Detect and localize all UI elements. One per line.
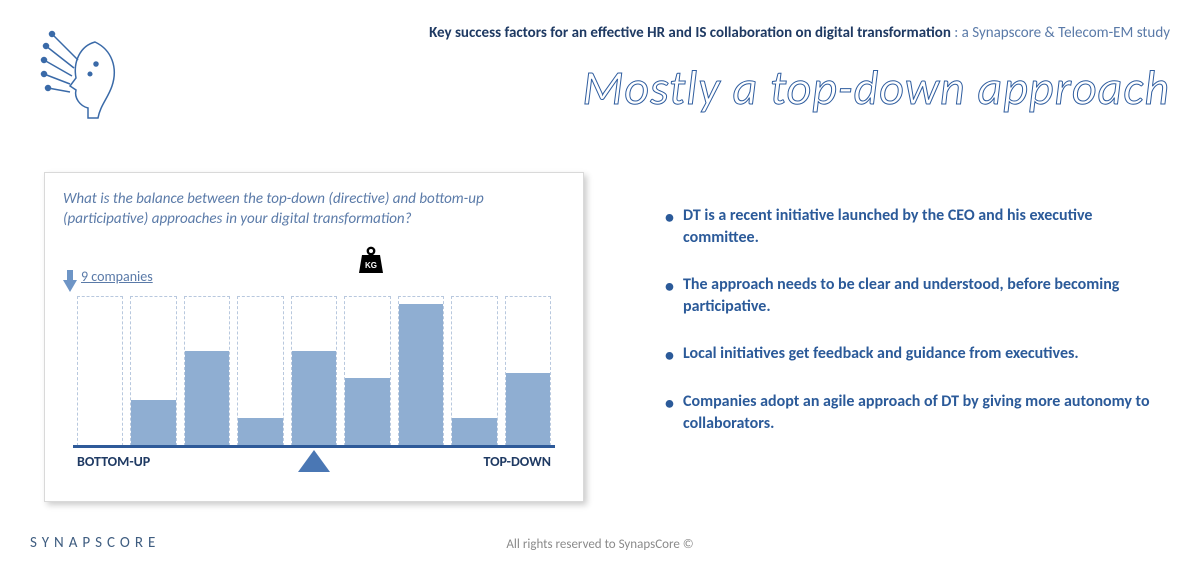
bar-2 [130, 296, 176, 446]
bar-fill-5 [292, 351, 336, 444]
axis-label-bottom-up: BOTTOM-UP [77, 453, 150, 470]
bar-9 [505, 296, 551, 446]
companies-count-label: 9 companies [81, 268, 153, 285]
bar-3 [184, 296, 230, 446]
chart-panel: What is the balance between the top-down… [44, 172, 584, 502]
bullet-item-4: Companies adopt an agile approach of DT … [665, 391, 1160, 434]
bar-6 [344, 296, 390, 446]
bar-fill-2 [131, 400, 175, 444]
bar-fill-4 [238, 418, 282, 445]
arrow-down-icon-head [63, 280, 77, 292]
fulcrum-icon [298, 450, 330, 472]
svg-text:KG: KG [365, 261, 377, 270]
footer-brand: SYNAPSCORE [30, 534, 160, 552]
bullet-item-3: Local initiatives get feedback and guida… [665, 343, 1160, 365]
header-bold: Key success factors for an effective HR … [429, 24, 951, 42]
bar-4 [237, 296, 283, 446]
header-suffix: : a Synapscore & Telecom-EM study [951, 24, 1170, 42]
bar-fill-8 [452, 418, 496, 445]
bar-5 [291, 296, 337, 446]
bar-1 [77, 296, 123, 446]
balance-beam [73, 445, 555, 448]
arrow-down-icon [67, 270, 73, 280]
bullet-item-2: The approach needs to be clear and under… [665, 274, 1160, 317]
bar-fill-6 [345, 378, 389, 445]
bar-fill-7 [399, 304, 443, 445]
bar-fill-9 [506, 373, 550, 444]
chart-area: 9 companies KG BOTTOM-UP TOP-DOWN [63, 244, 565, 474]
weight-kg-icon: KG [356, 246, 386, 276]
axis-label-top-down: TOP-DOWN [484, 453, 551, 470]
brand-logo-icon [40, 28, 130, 128]
bar-7 [398, 296, 444, 446]
bar-8 [451, 296, 497, 446]
bars-container [77, 296, 551, 446]
bullet-item-1: DT is a recent initiative launched by th… [665, 205, 1160, 248]
bullet-list: DT is a recent initiative launched by th… [665, 205, 1160, 460]
slide-title: Mostly a top-down approach [582, 58, 1170, 117]
header-line: Key success factors for an effective HR … [429, 24, 1170, 42]
bar-fill-3 [185, 351, 229, 444]
footer-copyright: All rights reserved to SynapsCore © [506, 537, 693, 552]
chart-question: What is the balance between the top-down… [63, 189, 565, 230]
